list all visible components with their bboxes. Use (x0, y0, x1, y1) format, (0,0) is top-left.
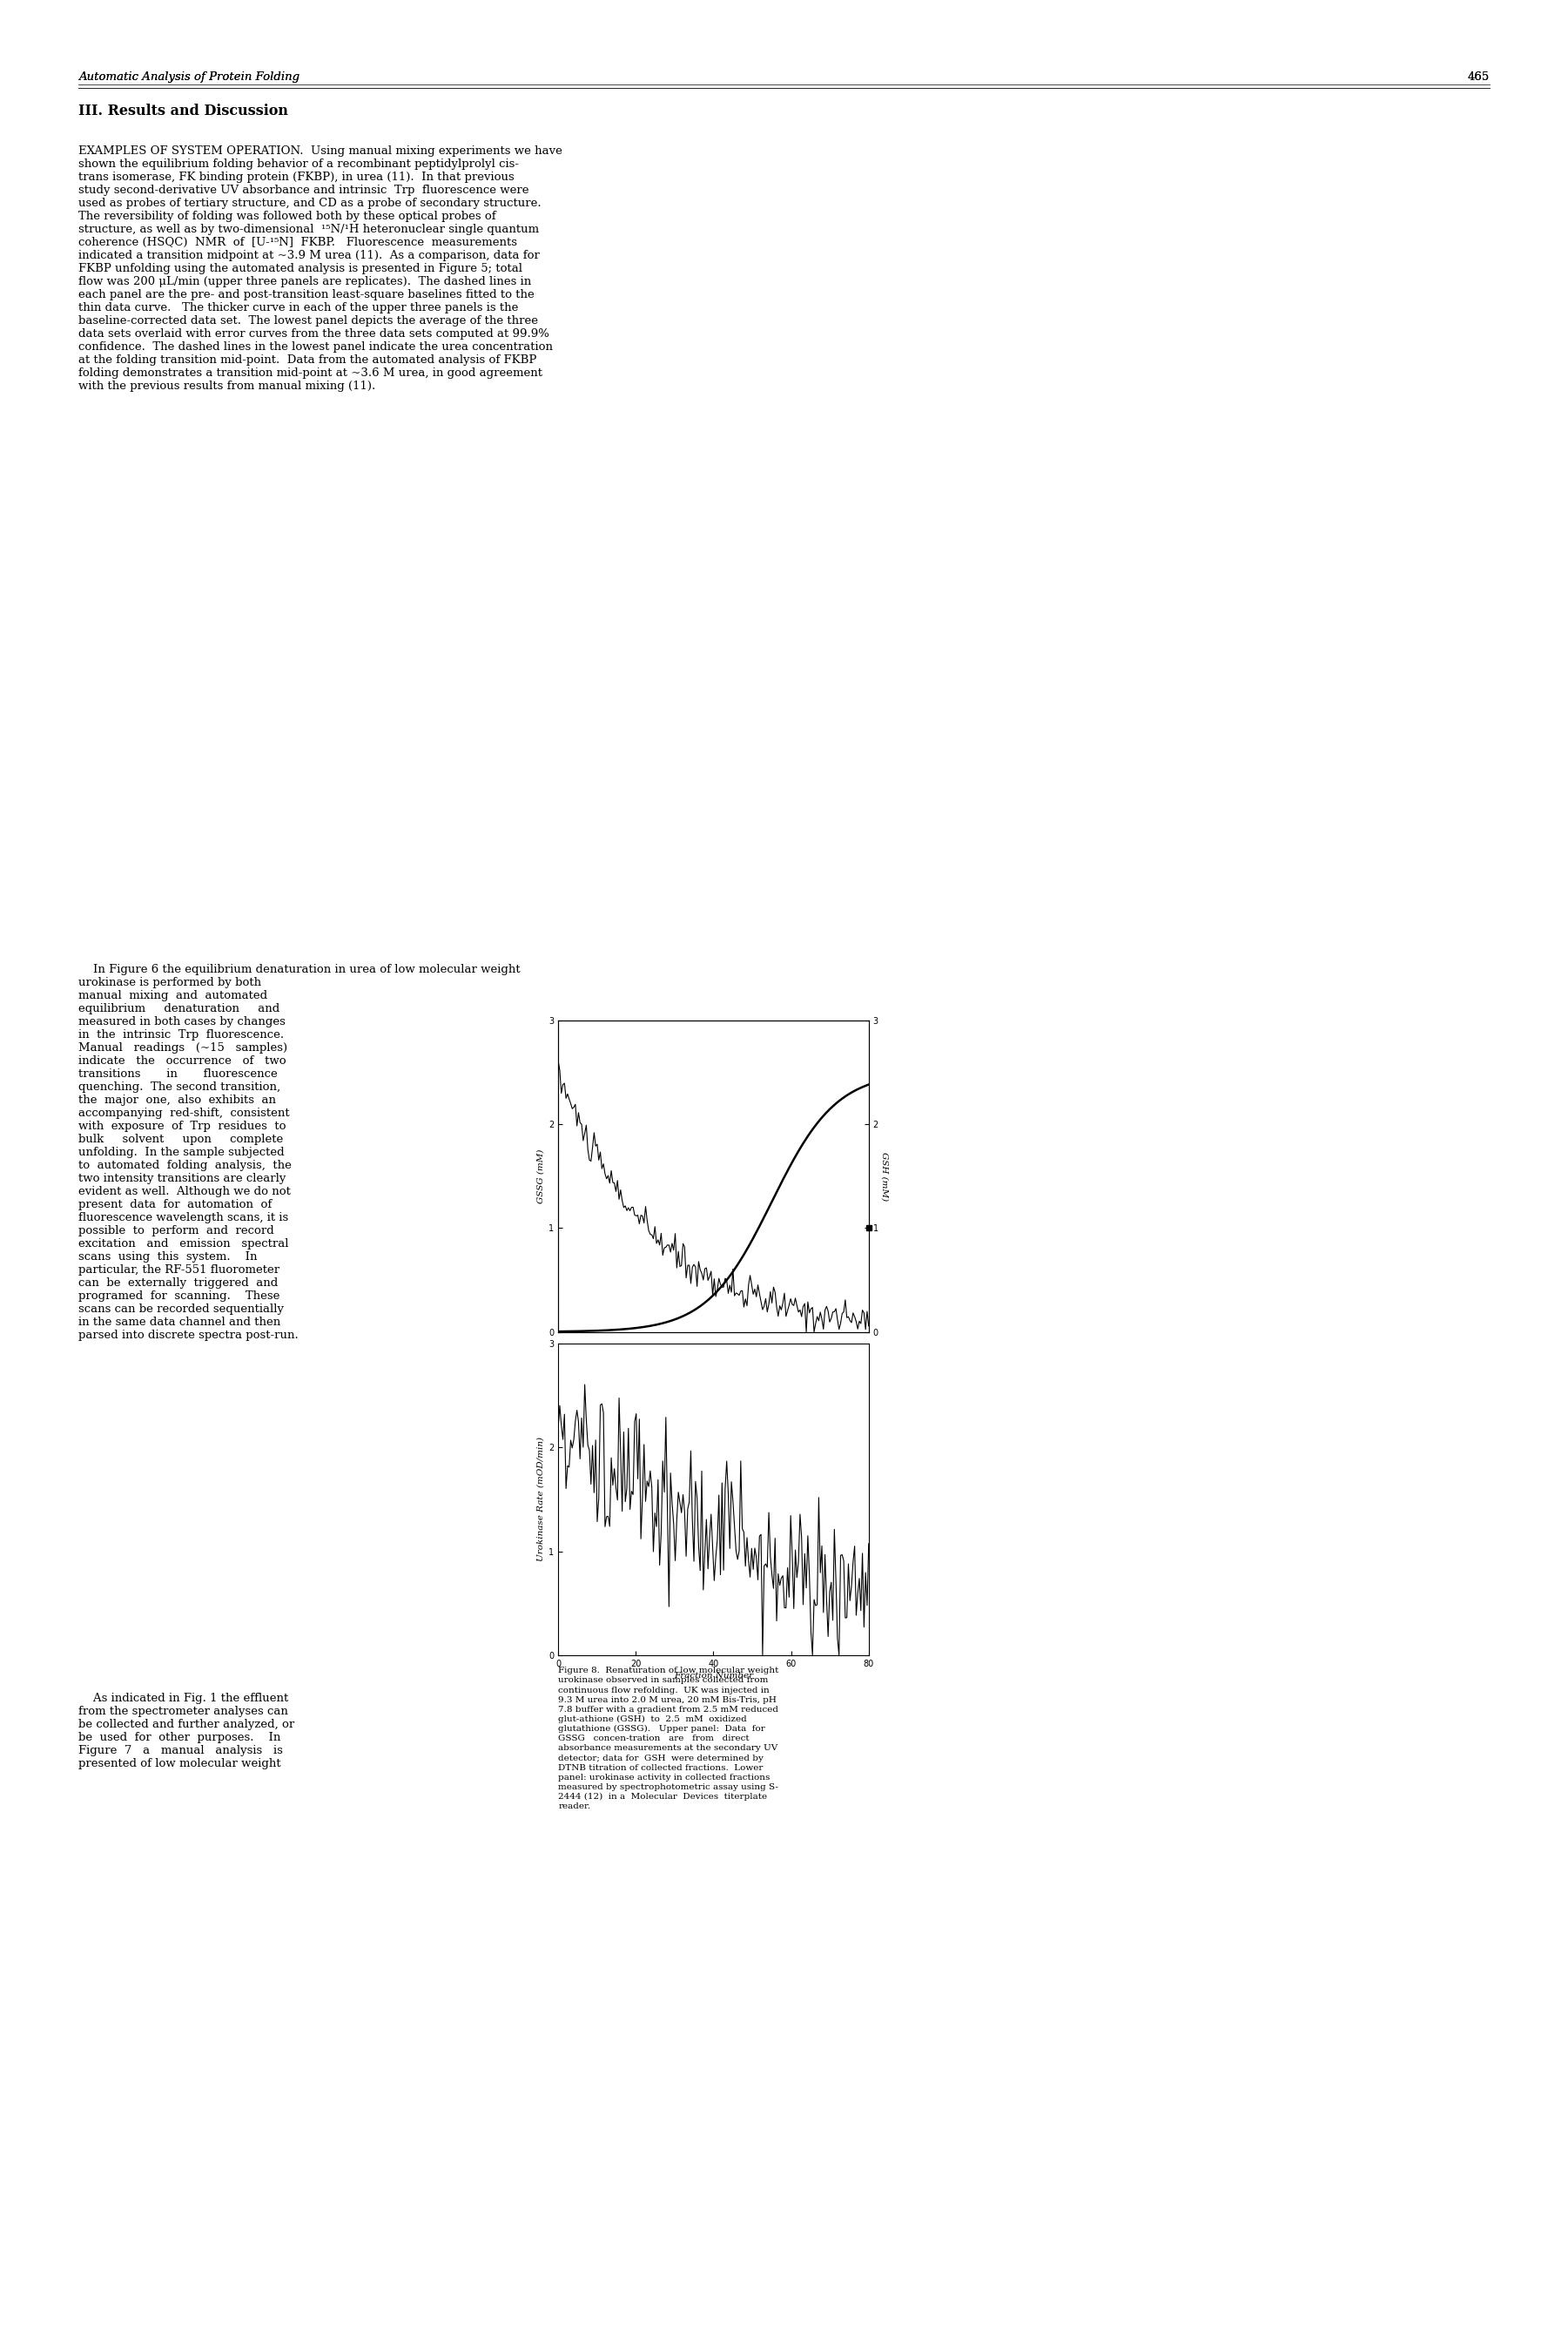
X-axis label: Fraction Number: Fraction Number (674, 1672, 753, 1679)
Text: Automatic Analysis of Protein Folding: Automatic Analysis of Protein Folding (78, 71, 299, 82)
Y-axis label: GSH (mM): GSH (mM) (880, 1152, 887, 1201)
Text: EXAMPLES OF SYSTEM OPERATION.  Using manual mixing experiments we have
shown the: EXAMPLES OF SYSTEM OPERATION. Using manu… (78, 146, 563, 393)
Text: Automatic Analysis of Protein Folding: Automatic Analysis of Protein Folding (78, 71, 299, 82)
Text: 465: 465 (1468, 71, 1490, 82)
Text: As indicated in Fig. 1 the effluent
from the spectrometer analyses can
be collec: As indicated in Fig. 1 the effluent from… (78, 1693, 295, 1770)
Text: In Figure 6 the equilibrium denaturation in urea of low molecular weight
urokina: In Figure 6 the equilibrium denaturation… (78, 964, 521, 1340)
Text: Figure 8.  Renaturation of low molecular weight
urokinase observed in samples co: Figure 8. Renaturation of low molecular … (558, 1667, 779, 1810)
Text: III. Results and Discussion: III. Results and Discussion (78, 103, 289, 118)
Text: 465: 465 (1468, 71, 1490, 82)
Y-axis label: GSSG (mM): GSSG (mM) (538, 1150, 546, 1204)
Y-axis label: Urokinase Rate (mOD/min): Urokinase Rate (mOD/min) (538, 1436, 546, 1561)
